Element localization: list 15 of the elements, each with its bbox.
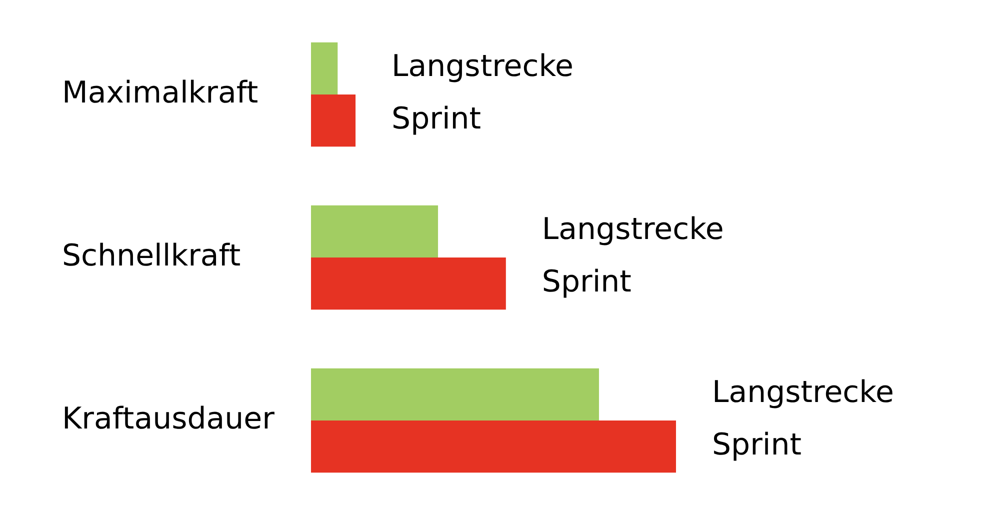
- bar: [311, 94, 356, 147]
- bar: [311, 420, 676, 473]
- y-tick-label: Schnellkraft: [62, 238, 241, 274]
- y-tick-label: Maximalkraft: [62, 75, 258, 110]
- series-label: Langstrecke: [392, 49, 574, 84]
- series-label: Sprint: [542, 264, 632, 300]
- y-tick-label: Kraftausdauer: [62, 401, 276, 436]
- bar: [311, 368, 599, 420]
- text: Langstrecke: [712, 375, 894, 410]
- bar: [311, 42, 338, 94]
- bar: [311, 258, 506, 310]
- text: Langstrecke: [542, 212, 724, 248]
- bar: [311, 205, 438, 258]
- text: Sprint: [712, 427, 802, 462]
- text: Sprint: [392, 101, 482, 136]
